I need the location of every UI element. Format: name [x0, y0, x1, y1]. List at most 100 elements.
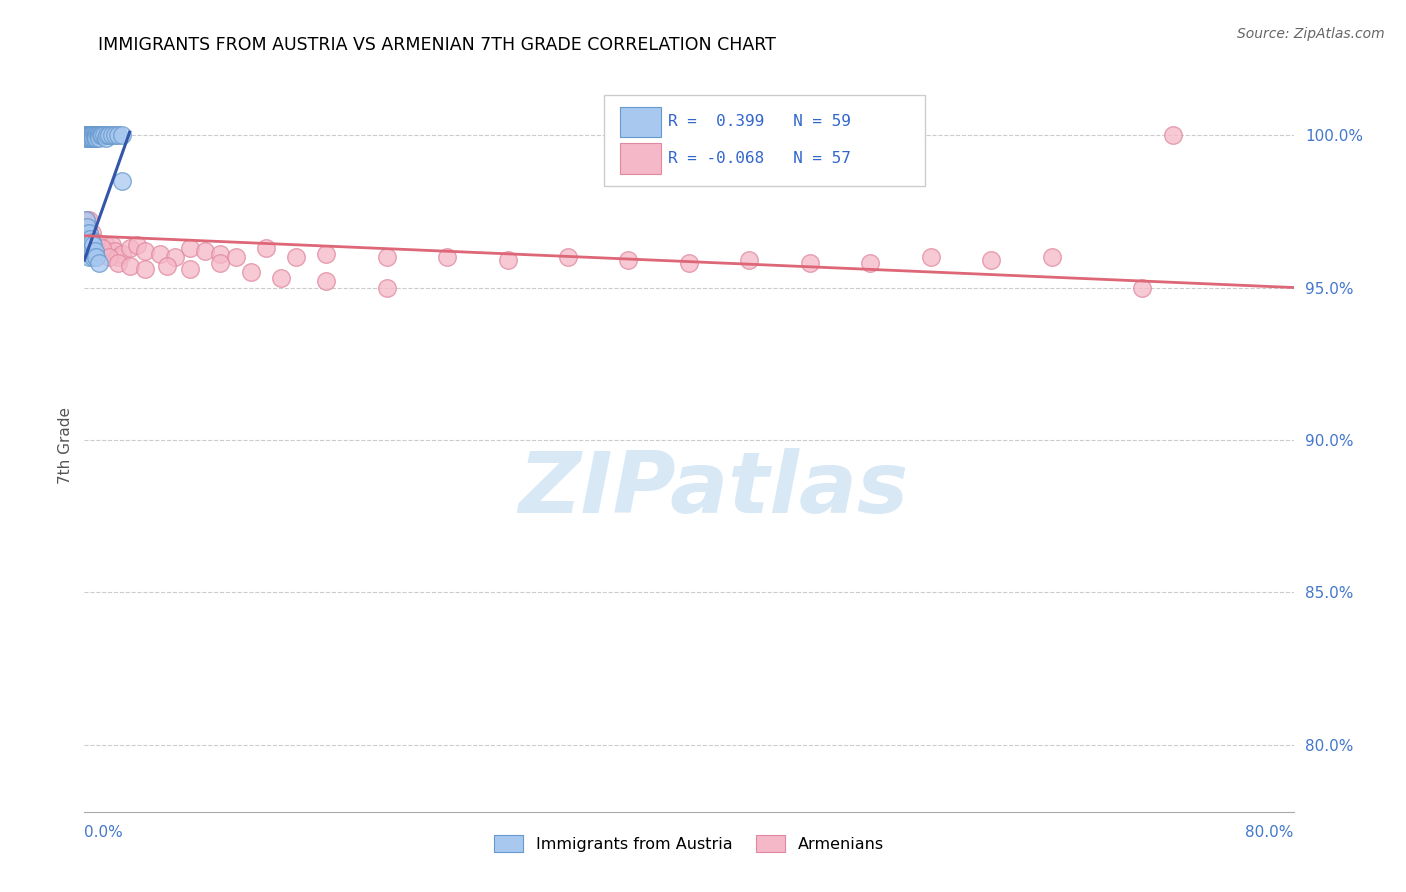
Point	[84, 128, 107, 142]
Point	[76, 219, 98, 234]
Point	[100, 128, 122, 142]
Point	[127, 237, 149, 252]
FancyBboxPatch shape	[605, 95, 925, 186]
Point	[920, 250, 942, 264]
Point	[86, 250, 108, 264]
Point	[94, 237, 117, 252]
Point	[179, 241, 201, 255]
Point	[79, 128, 101, 142]
Legend: Immigrants from Austria, Armenians: Immigrants from Austria, Armenians	[488, 829, 890, 859]
Point	[118, 241, 141, 255]
Point	[91, 128, 114, 142]
Point	[97, 244, 120, 258]
Point	[496, 253, 519, 268]
Point	[315, 247, 337, 261]
Point	[82, 237, 104, 252]
Point	[90, 128, 112, 142]
Point	[82, 131, 104, 145]
Point	[86, 237, 108, 252]
Point	[89, 128, 111, 142]
Point	[77, 128, 100, 142]
Point	[76, 128, 98, 142]
Point	[1161, 128, 1184, 142]
Point	[225, 250, 247, 264]
Point	[93, 128, 115, 142]
Point	[75, 128, 97, 142]
Point	[165, 250, 187, 264]
FancyBboxPatch shape	[620, 107, 661, 137]
Text: 0.0%: 0.0%	[84, 825, 124, 840]
Point	[1040, 250, 1063, 264]
Point	[285, 250, 308, 264]
Point	[77, 131, 100, 145]
Point	[436, 250, 458, 264]
Point	[77, 237, 100, 252]
Text: R =  0.399   N = 59: R = 0.399 N = 59	[668, 114, 851, 129]
Point	[76, 232, 98, 246]
Text: R = -0.068   N = 57: R = -0.068 N = 57	[668, 151, 851, 166]
Point	[75, 131, 97, 145]
Point	[76, 128, 98, 142]
Point	[79, 128, 101, 142]
Point	[97, 250, 120, 264]
Point	[80, 128, 103, 142]
Point	[270, 271, 292, 285]
Point	[86, 131, 108, 145]
Point	[239, 265, 262, 279]
Point	[77, 213, 100, 227]
Point	[79, 131, 101, 145]
Point	[77, 128, 100, 142]
Point	[100, 237, 122, 252]
Point	[557, 250, 579, 264]
Point	[179, 262, 201, 277]
Point	[76, 128, 98, 142]
Point	[80, 131, 103, 145]
Point	[194, 244, 217, 258]
Point	[104, 244, 127, 258]
Point	[80, 226, 103, 240]
Point	[79, 232, 101, 246]
Point	[86, 128, 108, 142]
Point	[79, 244, 101, 258]
Point	[82, 250, 104, 264]
Point	[80, 235, 103, 249]
Point	[76, 131, 98, 145]
Point	[82, 241, 104, 255]
Text: ZIPatlas: ZIPatlas	[517, 449, 908, 532]
Point	[80, 128, 103, 142]
Point	[80, 247, 103, 261]
Point	[107, 128, 129, 142]
Point	[617, 253, 640, 268]
Point	[134, 244, 156, 258]
Point	[89, 244, 111, 258]
Point	[77, 226, 100, 240]
Point	[75, 213, 97, 227]
Point	[86, 235, 108, 249]
Point	[75, 226, 97, 240]
Point	[111, 247, 134, 261]
Point	[77, 226, 100, 240]
Point	[76, 244, 98, 258]
Point	[1130, 280, 1153, 294]
Point	[79, 232, 101, 246]
Point	[111, 174, 134, 188]
Point	[76, 128, 98, 142]
Point	[375, 280, 398, 294]
Point	[82, 128, 104, 142]
Point	[94, 131, 117, 145]
Point	[89, 131, 111, 145]
Y-axis label: 7th Grade: 7th Grade	[58, 408, 73, 484]
Point	[678, 256, 700, 270]
Point	[980, 253, 1002, 268]
Point	[738, 253, 761, 268]
Point	[80, 235, 103, 249]
Point	[111, 128, 134, 142]
Point	[97, 128, 120, 142]
Point	[75, 128, 97, 142]
Point	[91, 241, 114, 255]
Point	[799, 256, 821, 270]
Point	[75, 128, 97, 142]
Point	[75, 219, 97, 234]
Point	[76, 213, 98, 227]
Point	[75, 128, 97, 142]
